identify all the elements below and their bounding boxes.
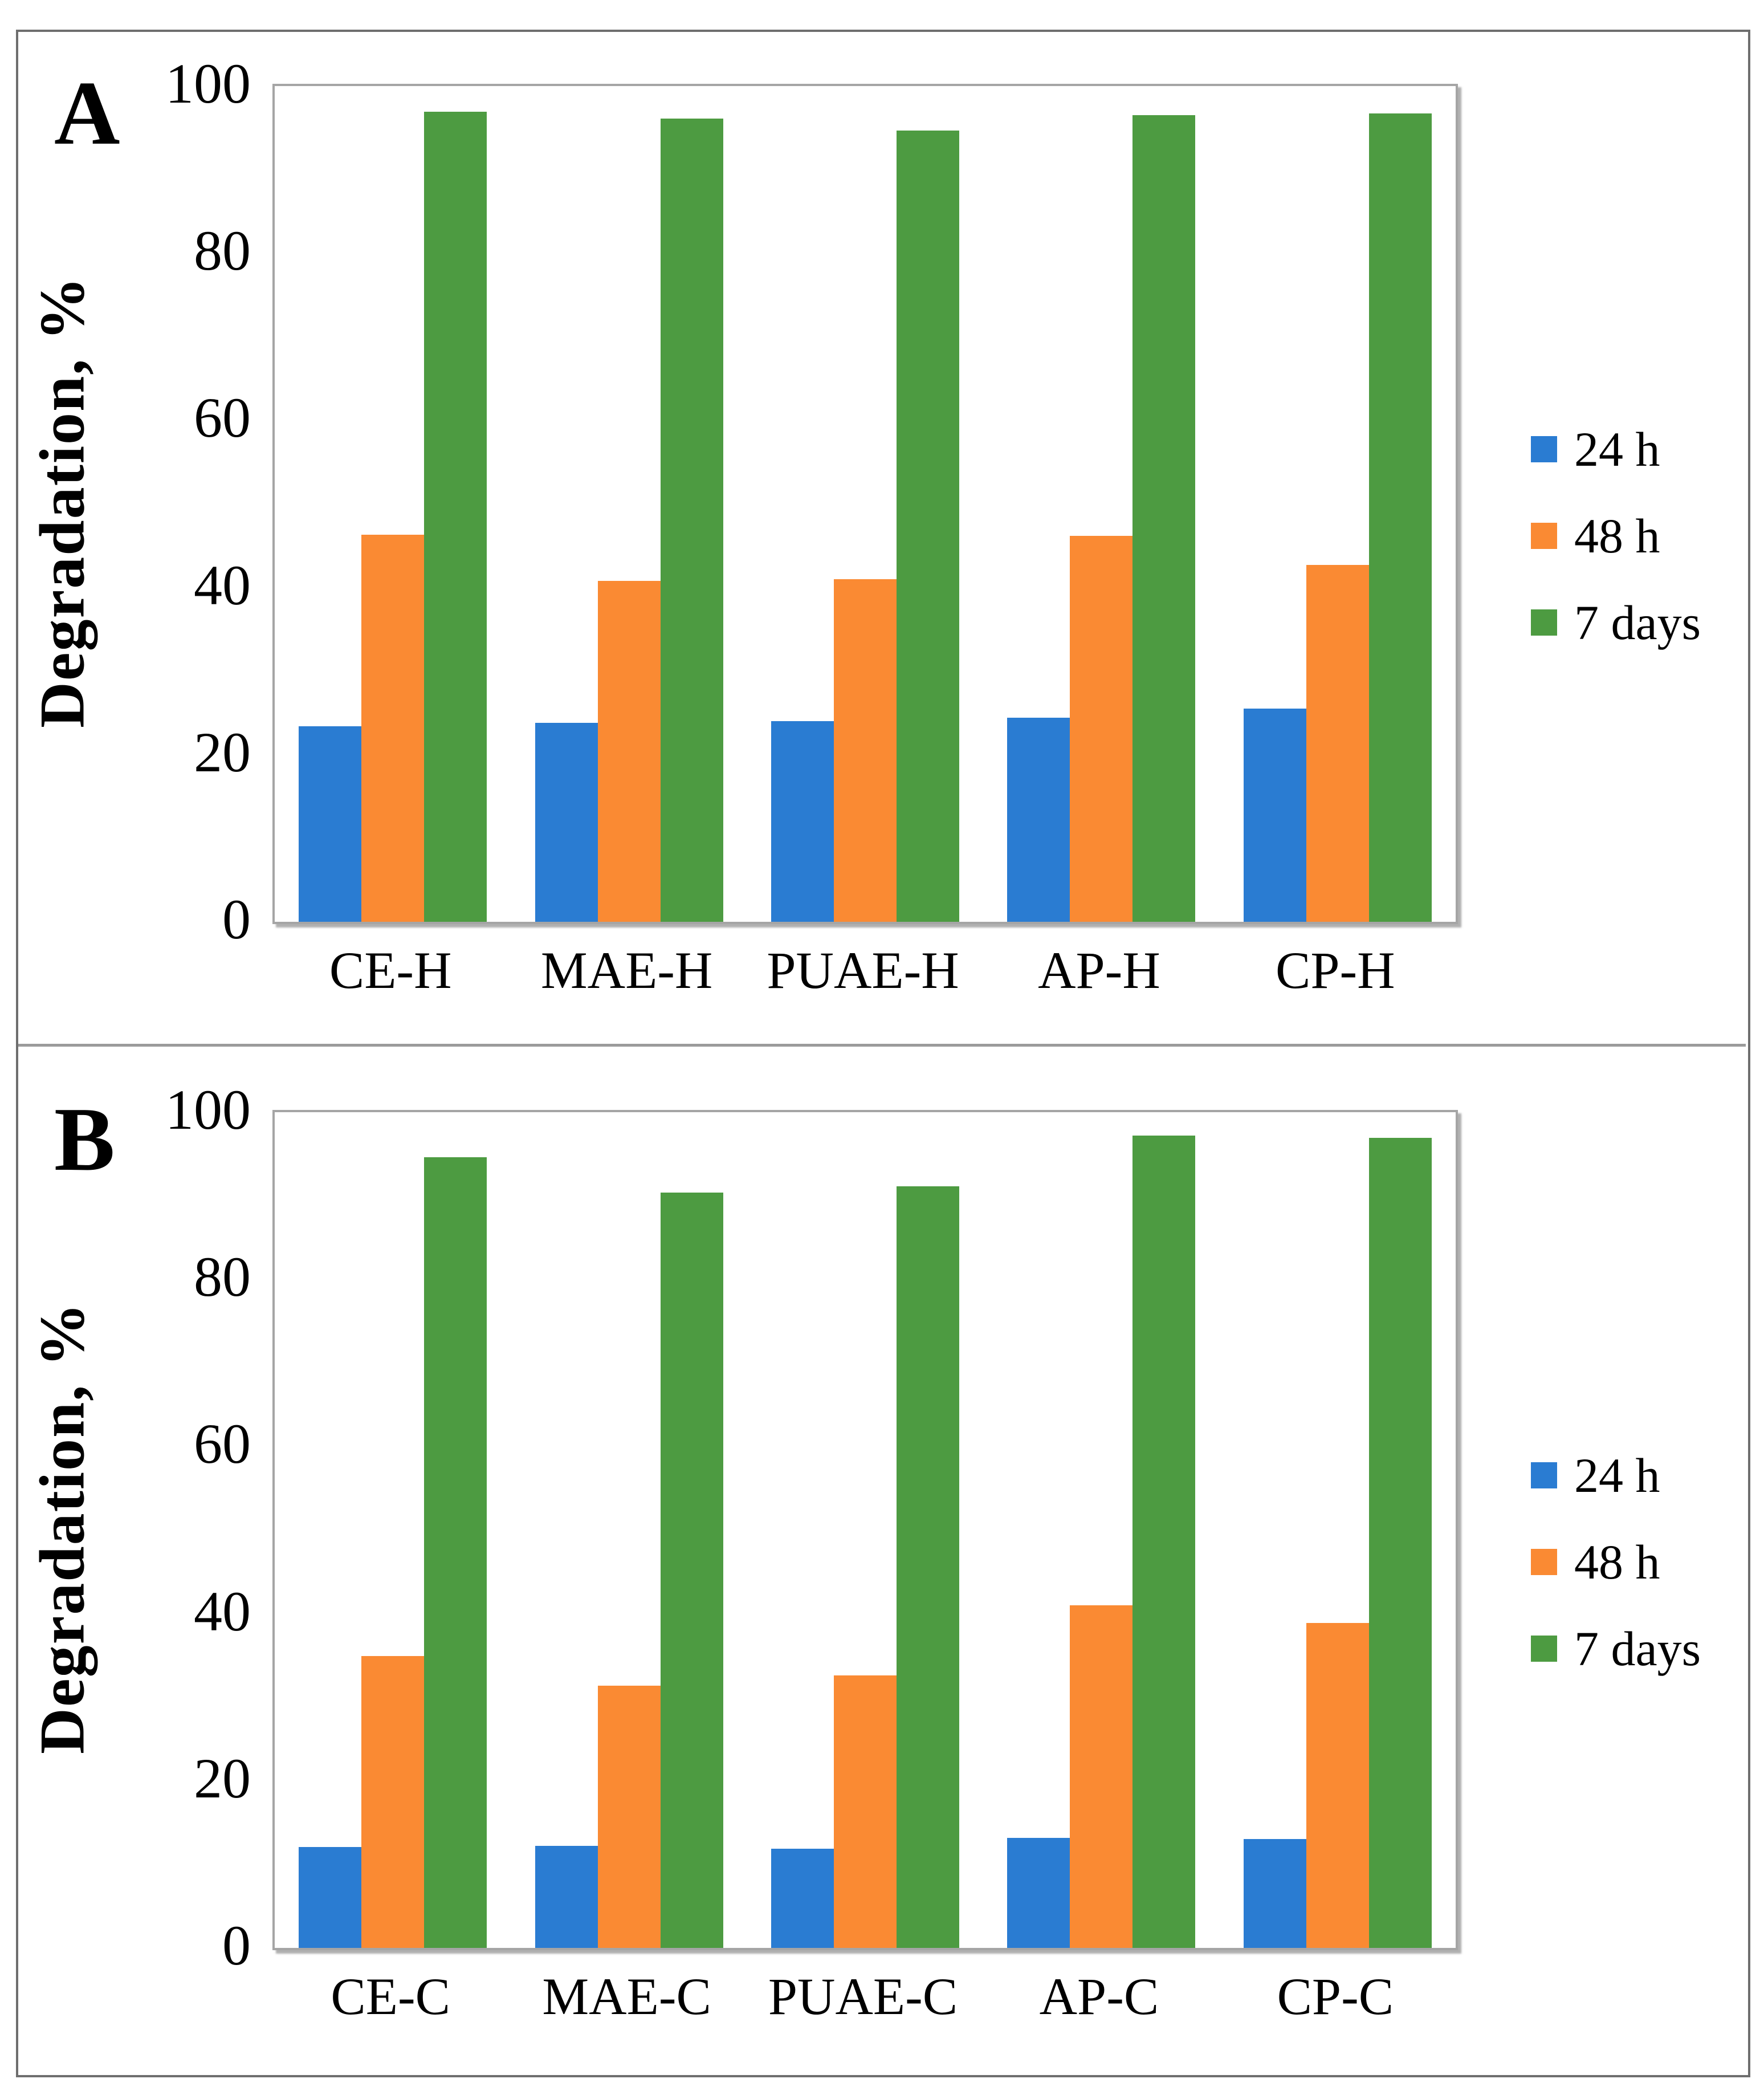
legend-label-48-h: 48 h xyxy=(1574,1535,1660,1589)
bar-48-h-mae-c xyxy=(597,1685,661,1948)
panel-a-letter: A xyxy=(54,62,120,164)
y-tick-label-60: 60 xyxy=(194,386,251,450)
bar-group-puae-h xyxy=(747,86,983,922)
category-label-ap-c: AP-C xyxy=(1039,1967,1159,2025)
legend-label-7-days: 7 days xyxy=(1574,595,1701,650)
category-label-mae-h: MAE-H xyxy=(540,941,713,999)
bar-48-h-ce-h xyxy=(361,535,425,922)
bar-48-h-cp-c xyxy=(1306,1622,1369,1948)
bar-24-h-mae-h xyxy=(535,723,598,922)
figure-outer-border xyxy=(16,30,1750,2077)
bar-48-h-mae-h xyxy=(597,580,661,922)
y-tick-label-20: 20 xyxy=(194,720,251,784)
bar-24-h-puae-c xyxy=(771,1848,834,1948)
bar-24-h-mae-c xyxy=(535,1846,598,1948)
category-label-ce-h: CE-H xyxy=(329,941,452,999)
bar-7-days-mae-h xyxy=(660,119,723,922)
legend-swatch-icon-24-h xyxy=(1531,1462,1557,1488)
bar-24-h-cp-h xyxy=(1243,709,1306,922)
legend-swatch-icon-24-h xyxy=(1531,436,1557,462)
bar-group-cp-c xyxy=(1220,1112,1456,1948)
bar-7-days-puae-h xyxy=(897,130,960,922)
legend-label-48-h: 48 h xyxy=(1574,508,1660,563)
bar-group-ap-c xyxy=(983,1112,1219,1948)
panel-b-letter: B xyxy=(54,1088,115,1190)
legend-label-24-h: 24 h xyxy=(1574,1448,1660,1503)
bar-24-h-ap-h xyxy=(1007,718,1070,922)
panel-a-legend: 24 h 48 h 7 days xyxy=(1531,423,1701,683)
bar-7-days-cp-h xyxy=(1368,113,1432,922)
legend-row-24-h: 24 h xyxy=(1531,1449,1701,1502)
bar-group-ce-c xyxy=(275,1112,511,1948)
y-tick-label-60: 60 xyxy=(194,1412,251,1476)
y-tick-label-80: 80 xyxy=(194,219,251,283)
panel-a-plot-area xyxy=(272,84,1458,924)
y-tick-label-40: 40 xyxy=(194,553,251,617)
legend-row-7-days: 7 days xyxy=(1531,1622,1701,1675)
y-tick-label-40: 40 xyxy=(194,1579,251,1643)
bar-24-h-ap-c xyxy=(1007,1837,1070,1948)
legend-row-7-days: 7 days xyxy=(1531,596,1701,649)
bar-group-mae-h xyxy=(511,86,747,922)
bar-48-h-ap-h xyxy=(1070,535,1133,922)
category-label-cp-c: CP-C xyxy=(1277,1967,1394,2025)
legend-swatch-icon-7-days xyxy=(1531,609,1557,636)
legend-swatch-icon-48-h xyxy=(1531,1549,1557,1575)
category-label-mae-c: MAE-C xyxy=(542,1967,711,2025)
panel-a-y-tick-labels: 0 20 40 60 80 100 xyxy=(85,55,251,948)
category-label-cp-h: CP-H xyxy=(1276,941,1395,999)
bar-7-days-mae-c xyxy=(660,1192,723,1948)
y-tick-label-0: 0 xyxy=(222,1914,251,1977)
bar-24-h-ce-c xyxy=(299,1846,362,1948)
bar-24-h-ce-h xyxy=(299,726,362,922)
panel-divider-line xyxy=(18,1044,1746,1047)
category-label-ap-h: AP-H xyxy=(1038,941,1160,999)
bar-7-days-ap-c xyxy=(1132,1136,1196,1948)
category-label-ce-c: CE-C xyxy=(331,1967,450,2025)
legend-row-24-h: 24 h xyxy=(1531,423,1701,475)
y-tick-label-80: 80 xyxy=(194,1245,251,1309)
bar-group-cp-h xyxy=(1220,86,1456,922)
bar-7-days-cp-c xyxy=(1368,1138,1432,1948)
bar-24-h-puae-h xyxy=(771,721,834,922)
legend-swatch-icon-7-days xyxy=(1531,1636,1557,1662)
bar-48-h-ce-c xyxy=(361,1656,425,1948)
panel-b-plot-area xyxy=(272,1110,1458,1950)
panel-b-y-tick-labels: 0 20 40 60 80 100 xyxy=(85,1081,251,1974)
bar-7-days-ap-h xyxy=(1132,115,1196,922)
y-tick-label-0: 0 xyxy=(222,888,251,951)
legend-label-24-h: 24 h xyxy=(1574,422,1660,477)
bar-group-ap-h xyxy=(983,86,1219,922)
bar-group-puae-c xyxy=(747,1112,983,1948)
bar-48-h-puae-c xyxy=(834,1675,897,1948)
bar-7-days-ce-c xyxy=(424,1157,487,1948)
category-label-puae-h: PUAE-H xyxy=(767,941,959,999)
legend-label-7-days: 7 days xyxy=(1574,1621,1701,1676)
panel-a-category-labels: CE-H MAE-H PUAE-H AP-H CP-H xyxy=(272,941,1453,999)
bar-7-days-ce-h xyxy=(424,112,487,922)
category-label-puae-c: PUAE-C xyxy=(768,1967,958,2025)
panel-b-category-labels: CE-C MAE-C PUAE-C AP-C CP-C xyxy=(272,1967,1453,2025)
bar-48-h-puae-h xyxy=(834,579,897,922)
bar-48-h-cp-h xyxy=(1306,565,1369,922)
bar-48-h-ap-c xyxy=(1070,1605,1133,1948)
y-tick-label-100: 100 xyxy=(165,52,251,115)
legend-row-48-h: 48 h xyxy=(1531,1536,1701,1588)
legend-row-48-h: 48 h xyxy=(1531,510,1701,562)
y-tick-label-100: 100 xyxy=(165,1078,251,1141)
bar-24-h-cp-c xyxy=(1243,1839,1306,1948)
legend-swatch-icon-48-h xyxy=(1531,523,1557,549)
panel-b-legend: 24 h 48 h 7 days xyxy=(1531,1449,1701,1709)
bar-group-mae-c xyxy=(511,1112,747,1948)
y-tick-label-20: 20 xyxy=(194,1746,251,1810)
bar-group-ce-h xyxy=(275,86,511,922)
bar-7-days-puae-c xyxy=(897,1186,960,1948)
